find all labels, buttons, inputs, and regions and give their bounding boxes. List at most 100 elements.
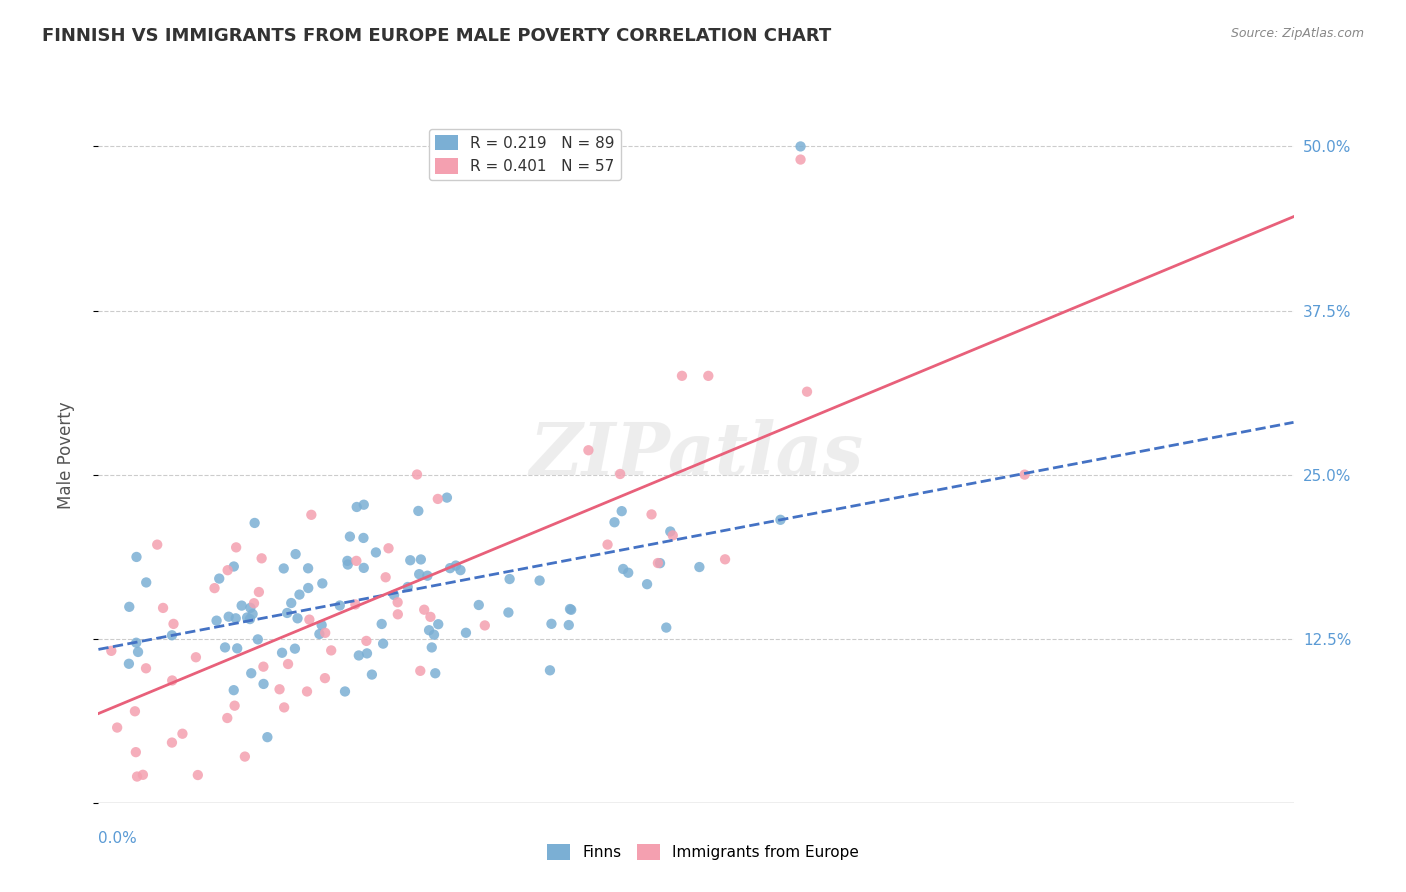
Finns bbox=[420, 640, 443, 655]
Finns bbox=[271, 646, 294, 660]
Immigrants from Europe bbox=[344, 598, 367, 612]
Immigrants from Europe bbox=[298, 613, 321, 627]
Immigrants from Europe bbox=[146, 538, 169, 552]
Immigrants from Europe bbox=[596, 538, 619, 552]
Text: ZIPatlas: ZIPatlas bbox=[529, 419, 863, 491]
Immigrants from Europe bbox=[697, 368, 720, 383]
Finns bbox=[454, 625, 477, 640]
Finns bbox=[346, 500, 368, 514]
Immigrants from Europe bbox=[413, 603, 436, 617]
Finns bbox=[371, 637, 394, 651]
Legend: Finns, Immigrants from Europe: Finns, Immigrants from Europe bbox=[541, 838, 865, 866]
Finns bbox=[353, 561, 375, 575]
Finns bbox=[336, 554, 359, 568]
Finns bbox=[558, 618, 581, 632]
Finns bbox=[399, 553, 422, 567]
Finns bbox=[218, 609, 240, 624]
Finns bbox=[311, 576, 333, 591]
Immigrants from Europe bbox=[671, 368, 693, 383]
Finns bbox=[297, 561, 319, 575]
Finns bbox=[288, 588, 311, 602]
Finns bbox=[125, 549, 148, 564]
Immigrants from Europe bbox=[162, 616, 184, 631]
Finns bbox=[769, 513, 792, 527]
Finns bbox=[353, 498, 375, 512]
Immigrants from Europe bbox=[356, 634, 378, 648]
Finns bbox=[127, 645, 149, 659]
Finns bbox=[468, 598, 491, 612]
Finns bbox=[610, 504, 633, 518]
Finns bbox=[118, 599, 141, 614]
Immigrants from Europe bbox=[233, 749, 256, 764]
Finns bbox=[356, 646, 378, 660]
Finns bbox=[240, 666, 263, 681]
Immigrants from Europe bbox=[426, 491, 449, 506]
Finns bbox=[347, 648, 370, 663]
Finns bbox=[396, 580, 419, 594]
Finns bbox=[427, 617, 450, 632]
Finns bbox=[450, 563, 472, 577]
Finns bbox=[225, 611, 247, 625]
Immigrants from Europe bbox=[243, 596, 266, 610]
Finns bbox=[239, 600, 262, 615]
Finns bbox=[558, 602, 581, 616]
Finns bbox=[311, 618, 333, 632]
Finns bbox=[408, 567, 430, 582]
Immigrants from Europe bbox=[184, 650, 207, 665]
Finns bbox=[239, 612, 262, 626]
Immigrants from Europe bbox=[474, 618, 496, 632]
Finns bbox=[498, 572, 520, 586]
Immigrants from Europe bbox=[374, 570, 396, 584]
Finns bbox=[135, 575, 157, 590]
Finns bbox=[648, 556, 671, 570]
Immigrants from Europe bbox=[125, 745, 148, 759]
Finns bbox=[370, 617, 392, 632]
Finns bbox=[231, 599, 253, 613]
Finns bbox=[242, 607, 264, 621]
Finns bbox=[208, 572, 231, 586]
Immigrants from Europe bbox=[135, 661, 157, 675]
Immigrants from Europe bbox=[100, 644, 122, 658]
Finns bbox=[222, 559, 245, 574]
Finns bbox=[688, 560, 710, 574]
Immigrants from Europe bbox=[640, 508, 662, 522]
Immigrants from Europe bbox=[269, 682, 291, 697]
Immigrants from Europe bbox=[387, 595, 409, 609]
Text: FINNISH VS IMMIGRANTS FROM EUROPE MALE POVERTY CORRELATION CHART: FINNISH VS IMMIGRANTS FROM EUROPE MALE P… bbox=[42, 27, 831, 45]
Text: Source: ZipAtlas.com: Source: ZipAtlas.com bbox=[1230, 27, 1364, 40]
Finns bbox=[273, 561, 295, 575]
Finns bbox=[423, 628, 446, 642]
Finns bbox=[276, 606, 298, 620]
Finns bbox=[382, 588, 405, 602]
Finns bbox=[418, 624, 440, 638]
Finns bbox=[655, 621, 678, 635]
Immigrants from Europe bbox=[406, 467, 429, 482]
Immigrants from Europe bbox=[789, 153, 811, 167]
Finns bbox=[636, 577, 658, 591]
Finns bbox=[118, 657, 141, 671]
Text: 0.0%: 0.0% bbox=[98, 830, 138, 846]
Finns bbox=[425, 666, 447, 681]
Finns bbox=[409, 552, 432, 566]
Immigrants from Europe bbox=[252, 659, 274, 673]
Immigrants from Europe bbox=[124, 704, 146, 718]
Finns bbox=[308, 627, 330, 641]
Immigrants from Europe bbox=[295, 684, 318, 698]
Finns bbox=[252, 677, 274, 691]
Finns bbox=[284, 547, 307, 561]
Finns bbox=[246, 632, 269, 647]
Finns bbox=[336, 558, 359, 572]
Immigrants from Europe bbox=[344, 554, 367, 568]
Finns bbox=[214, 640, 236, 655]
Immigrants from Europe bbox=[172, 727, 194, 741]
Finns bbox=[353, 531, 375, 545]
Immigrants from Europe bbox=[250, 551, 273, 566]
Finns bbox=[284, 641, 307, 656]
Finns bbox=[125, 636, 148, 650]
Immigrants from Europe bbox=[314, 625, 336, 640]
Finns bbox=[659, 524, 682, 539]
Y-axis label: Male Poverty: Male Poverty bbox=[56, 401, 75, 508]
Immigrants from Europe bbox=[321, 643, 343, 657]
Finns bbox=[329, 599, 352, 613]
Finns bbox=[789, 139, 811, 153]
